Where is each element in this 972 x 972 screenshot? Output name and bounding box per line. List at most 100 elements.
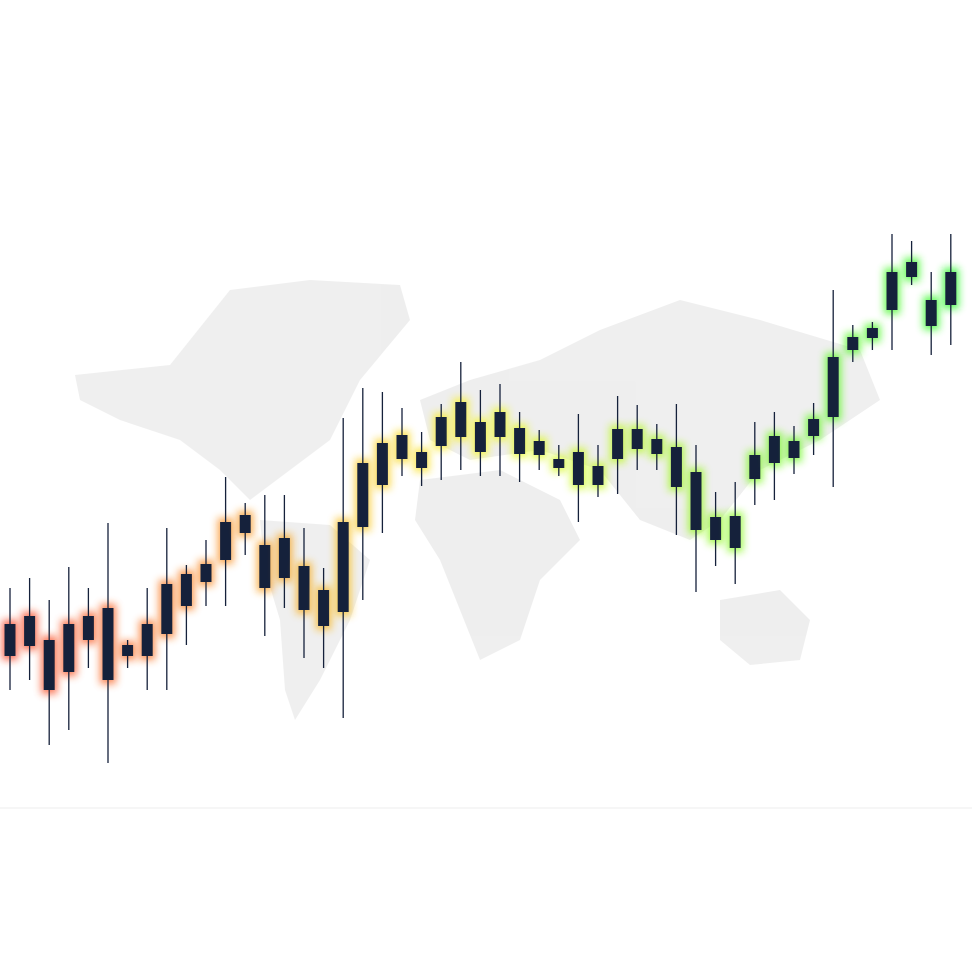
candle xyxy=(21,578,38,680)
candle xyxy=(178,565,195,645)
candle xyxy=(100,523,116,763)
candle xyxy=(256,495,273,636)
candle-body xyxy=(180,574,192,606)
candle-body xyxy=(572,452,584,485)
candle xyxy=(629,405,646,470)
candle-body xyxy=(298,566,310,610)
candle-body xyxy=(24,616,36,646)
candle-body xyxy=(220,522,232,560)
candle xyxy=(2,588,18,690)
candle-body xyxy=(710,517,722,540)
candle xyxy=(217,477,234,606)
candle xyxy=(688,445,704,592)
candle xyxy=(80,588,97,668)
candle xyxy=(942,234,959,345)
candle xyxy=(335,418,352,718)
candle xyxy=(903,241,920,285)
candle xyxy=(570,414,587,522)
candle-body xyxy=(141,624,153,656)
candle xyxy=(746,422,763,505)
australia xyxy=(720,590,810,665)
candle-body xyxy=(4,624,16,656)
candle xyxy=(766,412,783,500)
candle xyxy=(158,528,175,690)
candle-body xyxy=(43,640,55,690)
candle-body xyxy=(239,515,251,533)
candle-body xyxy=(102,608,114,680)
candle xyxy=(668,404,685,535)
candle-body xyxy=(63,624,75,672)
candle-body xyxy=(808,419,820,436)
candle-body xyxy=(631,429,643,449)
candle xyxy=(276,495,293,608)
candle-body xyxy=(768,436,780,463)
candle xyxy=(413,432,430,486)
candle-body xyxy=(886,272,898,310)
candle xyxy=(825,290,842,487)
candle-body xyxy=(82,616,94,640)
candle-body xyxy=(318,590,330,626)
candle xyxy=(296,528,312,658)
candle xyxy=(433,404,450,480)
candle-body xyxy=(416,452,428,468)
candle xyxy=(139,588,156,690)
candle xyxy=(354,388,371,600)
candle xyxy=(60,567,77,730)
candle-body xyxy=(200,564,212,582)
candle-body xyxy=(357,463,369,527)
candle xyxy=(864,322,881,350)
candle-body xyxy=(788,441,800,458)
eurasia xyxy=(420,300,880,540)
candle-body xyxy=(514,428,526,454)
candle-body xyxy=(651,439,663,454)
candle-body xyxy=(435,417,447,446)
candle xyxy=(648,424,665,470)
candle xyxy=(198,540,214,606)
candle-body xyxy=(866,328,878,338)
candle xyxy=(590,445,606,497)
candle-body xyxy=(690,472,702,530)
candle-body xyxy=(945,272,957,305)
candle xyxy=(119,640,136,668)
candle-body xyxy=(612,429,624,459)
candle xyxy=(923,272,940,355)
candle-body xyxy=(749,455,761,479)
africa xyxy=(415,470,580,660)
candle xyxy=(237,503,254,555)
candle-body xyxy=(533,441,545,455)
candle xyxy=(472,390,489,476)
candle-body xyxy=(494,412,506,437)
candle xyxy=(531,430,548,470)
candle xyxy=(492,384,508,476)
candle-body xyxy=(337,522,349,612)
candle xyxy=(41,600,58,745)
candle xyxy=(452,362,469,470)
candle-body xyxy=(847,337,859,350)
candle-body xyxy=(396,435,408,459)
candle xyxy=(727,482,744,584)
candle-body xyxy=(553,459,565,468)
candle-body xyxy=(455,402,467,437)
candle xyxy=(707,492,724,566)
candle-body xyxy=(670,447,682,487)
plot-area xyxy=(2,234,959,763)
candle xyxy=(511,412,528,482)
candle xyxy=(550,445,567,476)
candle xyxy=(805,403,822,455)
candle-body xyxy=(278,538,290,578)
candle xyxy=(786,426,802,474)
candle-body xyxy=(592,466,604,485)
candle-body xyxy=(259,545,271,588)
candle xyxy=(844,325,861,362)
candle-body xyxy=(906,262,918,277)
candle xyxy=(315,568,332,668)
candle xyxy=(394,408,410,476)
candle-body xyxy=(122,645,134,656)
candle-body xyxy=(729,516,741,548)
candle-body xyxy=(161,584,173,634)
candle-body xyxy=(474,422,486,452)
candle xyxy=(609,396,626,494)
candle xyxy=(884,234,900,350)
candle xyxy=(374,392,391,533)
